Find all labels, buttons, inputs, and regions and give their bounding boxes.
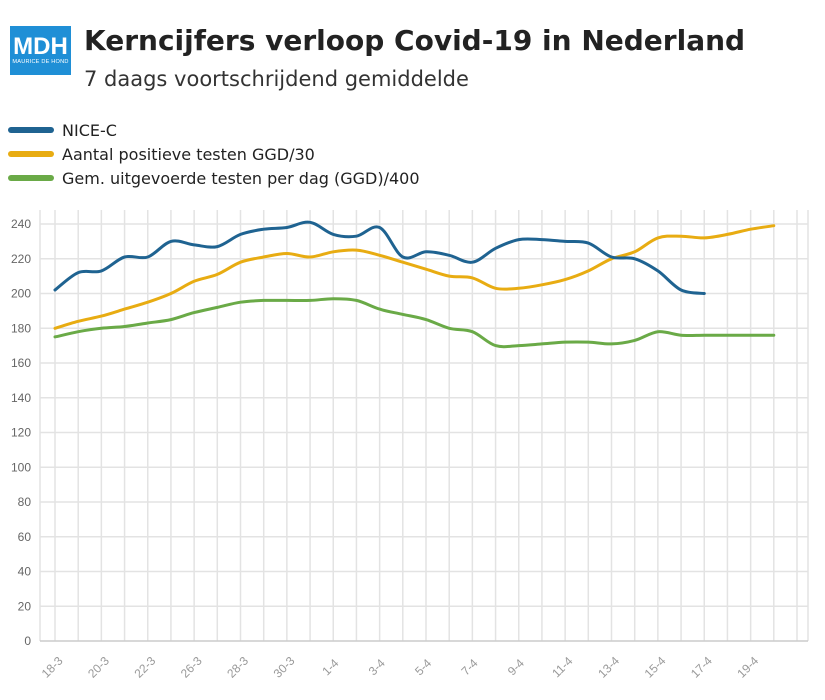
y-tick-label: 100 — [11, 460, 31, 474]
x-tick-label: 5-4 — [412, 656, 434, 678]
x-tick-label: 11-4 — [549, 654, 575, 680]
legend-swatch-nice — [8, 127, 54, 133]
chart-title: Kerncijfers verloop Covid-19 in Nederlan… — [84, 24, 746, 57]
legend-label-tests: Gem. uitgevoerde testen per dag (GGD)/40… — [62, 168, 420, 188]
legend-swatch-positive — [8, 151, 54, 157]
mdh-logo: MDH MAURICE DE HOND — [10, 26, 71, 75]
x-tick-label: 26-3 — [178, 654, 205, 681]
y-tick-label: 240 — [11, 217, 31, 231]
series-line-tests — [53, 297, 776, 349]
x-tick-label: 18-3 — [39, 654, 66, 681]
x-tick-label: 20-3 — [85, 654, 112, 681]
legend-item-nice: NICE-C — [8, 118, 420, 142]
y-tick-label: 40 — [18, 565, 32, 579]
x-tick-label: 9-4 — [505, 656, 527, 678]
legend-item-tests: Gem. uitgevoerde testen per dag (GGD)/40… — [8, 166, 420, 190]
x-tick-label: 3-4 — [366, 656, 388, 678]
x-tick-label: 22-3 — [131, 654, 158, 681]
x-tick-label: 17-4 — [688, 654, 715, 681]
logo-sub-text: MAURICE DE HOND — [12, 59, 69, 65]
y-tick-label: 20 — [18, 599, 32, 613]
chart-subtitle: 7 daags voortschrijdend gemiddelde — [84, 67, 469, 91]
logo-main-text: MDH — [13, 33, 68, 60]
series-line-nice — [53, 220, 706, 295]
x-tick-label: 7-4 — [458, 656, 480, 678]
x-tick-label: 13-4 — [595, 654, 622, 681]
series-line-positive — [53, 224, 776, 330]
y-tick-label: 80 — [18, 495, 32, 509]
y-tick-label: 180 — [11, 321, 31, 335]
x-tick-label: 28-3 — [224, 654, 251, 681]
y-tick-label: 140 — [11, 391, 31, 405]
x-tick-label: 1-4 — [319, 656, 341, 678]
y-tick-label: 220 — [11, 252, 31, 266]
x-tick-label: 19-4 — [734, 654, 761, 681]
y-tick-label: 120 — [11, 426, 31, 440]
x-tick-label: 15-4 — [642, 654, 669, 681]
y-tick-label: 0 — [24, 634, 31, 648]
legend-label-positive: Aantal positieve testen GGD/30 — [62, 144, 315, 164]
legend-swatch-tests — [8, 175, 54, 181]
chart-legend: NICE-C Aantal positieve testen GGD/30 Ge… — [8, 118, 420, 190]
x-tick-label: 30-3 — [271, 654, 298, 681]
legend-item-positive: Aantal positieve testen GGD/30 — [8, 142, 420, 166]
y-tick-label: 160 — [11, 356, 31, 370]
y-tick-label: 200 — [11, 287, 31, 301]
legend-label-nice: NICE-C — [62, 120, 117, 140]
y-tick-label: 60 — [18, 530, 32, 544]
